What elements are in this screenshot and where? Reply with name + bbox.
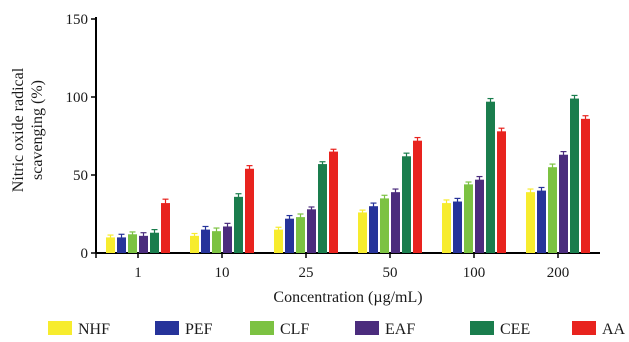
legend-swatch-eaf — [355, 321, 379, 335]
legend-swatch-nhf — [48, 321, 72, 335]
x-tick-label: 100 — [463, 265, 486, 281]
y-axis-label: Nitric oxide radical scavenging (%) — [10, 67, 46, 192]
bar-pef — [117, 237, 126, 253]
legend-swatch-pef — [155, 321, 179, 335]
bar-cee — [570, 98, 579, 253]
bar-aa — [581, 118, 590, 253]
bar-cee — [150, 232, 159, 253]
x-axis-label: Concentration (µg/mL) — [273, 289, 422, 306]
legend-label-aa: AA — [602, 321, 626, 338]
bar-aa — [329, 151, 338, 253]
x-tick-labels: 1 10 25 50 100 200 — [134, 265, 569, 281]
legend-label-clf: CLF — [280, 321, 309, 338]
bar-nhf — [106, 237, 115, 253]
bar-aa — [161, 203, 170, 253]
bar-cee — [234, 196, 243, 253]
bar-clf — [212, 231, 221, 253]
x-tick-label: 50 — [383, 265, 398, 281]
axes — [91, 17, 600, 258]
bar-aa — [245, 168, 254, 253]
legend: NHF PEF CLF EAF CEE AA — [48, 321, 626, 338]
bar-clf — [128, 234, 137, 253]
bar-aa — [497, 131, 506, 253]
bar-eaf — [307, 209, 316, 253]
bar-pef — [537, 190, 546, 253]
bar-eaf — [139, 235, 148, 253]
bar-nhf — [274, 229, 283, 253]
bar-cee — [318, 164, 327, 253]
bar-eaf — [223, 226, 232, 253]
legend-label-cee: CEE — [500, 321, 530, 338]
y-axis-label-line: Nitric oxide radical — [10, 67, 27, 192]
bars — [106, 94, 590, 254]
bar-pef — [369, 206, 378, 253]
x-tick-label: 1 — [134, 265, 142, 281]
y-tick-labels: 0 50 100 150 — [66, 12, 89, 262]
bar-eaf — [391, 192, 400, 253]
y-tick-label: 50 — [73, 168, 88, 184]
y-tick-label: 0 — [81, 246, 89, 262]
bar-nhf — [526, 192, 535, 253]
y-tick-label: 100 — [66, 90, 89, 106]
bar-aa — [413, 140, 422, 253]
legend-label-eaf: EAF — [385, 321, 415, 338]
legend-swatch-cee — [470, 321, 494, 335]
bar-cee — [402, 156, 411, 253]
bar-nhf — [358, 212, 367, 253]
bar-pef — [453, 201, 462, 253]
bar-clf — [464, 184, 473, 253]
bar-nhf — [442, 203, 451, 253]
x-tick-label: 25 — [299, 265, 314, 281]
legend-label-nhf: NHF — [78, 321, 110, 338]
legend-label-pef: PEF — [185, 321, 213, 338]
bar-nhf — [190, 235, 199, 253]
x-tick-label: 10 — [215, 265, 230, 281]
bar-pef — [285, 218, 294, 253]
x-tick-label: 200 — [547, 265, 570, 281]
bar-clf — [380, 198, 389, 253]
legend-swatch-clf — [250, 321, 274, 335]
bar-clf — [296, 217, 305, 253]
bar-eaf — [559, 154, 568, 253]
y-axis-label-line: scavenging (%) — [29, 80, 46, 180]
legend-swatch-aa — [572, 321, 596, 335]
bar-eaf — [475, 179, 484, 253]
bar-cee — [486, 101, 495, 254]
y-tick-label: 150 — [66, 12, 89, 28]
bar-pef — [201, 229, 210, 253]
bar-clf — [548, 167, 557, 253]
